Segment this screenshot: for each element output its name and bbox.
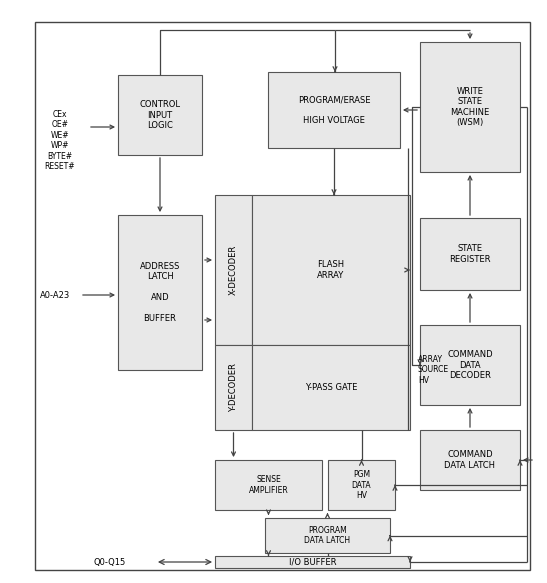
Text: ARRAY
SOURCE
HV: ARRAY SOURCE HV (418, 355, 449, 385)
Bar (215, 345, 252, 430)
Bar (420, 325, 520, 405)
Bar (328, 460, 395, 510)
Text: A0-A23: A0-A23 (40, 290, 70, 300)
Bar (420, 218, 520, 290)
Bar (118, 75, 202, 155)
Text: Q0-Q15: Q0-Q15 (94, 557, 126, 567)
Text: X-DECODER: X-DECODER (229, 245, 238, 295)
Bar (265, 518, 390, 553)
Bar (118, 215, 202, 370)
Text: Y-PASS GATE: Y-PASS GATE (305, 383, 357, 392)
Text: CEx
OE#
WE#
WP#
BYTE#
RESET#: CEx OE# WE# WP# BYTE# RESET# (45, 110, 75, 171)
Bar (215, 460, 322, 510)
Text: SENSE
AMPLIFIER: SENSE AMPLIFIER (249, 475, 288, 495)
Text: ADDRESS
LATCH

AND

BUFFER: ADDRESS LATCH AND BUFFER (140, 262, 180, 323)
Text: PROGRAM/ERASE

HIGH VOLTAGE: PROGRAM/ERASE HIGH VOLTAGE (298, 95, 370, 125)
Bar (215, 556, 410, 568)
Bar (215, 195, 252, 345)
Bar (420, 430, 520, 490)
Text: Y-DECODER: Y-DECODER (229, 363, 238, 412)
Text: STATE
REGISTER: STATE REGISTER (449, 244, 491, 264)
Text: PROGRAM
DATA LATCH: PROGRAM DATA LATCH (305, 526, 351, 545)
Bar (268, 72, 400, 148)
Text: FLASH
ARRAY: FLASH ARRAY (317, 260, 345, 280)
Text: I/O BUFFER: I/O BUFFER (289, 557, 336, 567)
Bar (252, 195, 410, 345)
Text: COMMAND
DATA
DECODER: COMMAND DATA DECODER (447, 350, 493, 380)
Text: PGM
DATA
HV: PGM DATA HV (352, 470, 371, 500)
Bar (420, 42, 520, 172)
Text: CONTROL
INPUT
LOGIC: CONTROL INPUT LOGIC (139, 100, 181, 130)
Text: COMMAND
DATA LATCH: COMMAND DATA LATCH (445, 450, 496, 470)
Text: WRITE
STATE
MACHINE
(WSM): WRITE STATE MACHINE (WSM) (450, 87, 490, 127)
Bar (252, 345, 410, 430)
